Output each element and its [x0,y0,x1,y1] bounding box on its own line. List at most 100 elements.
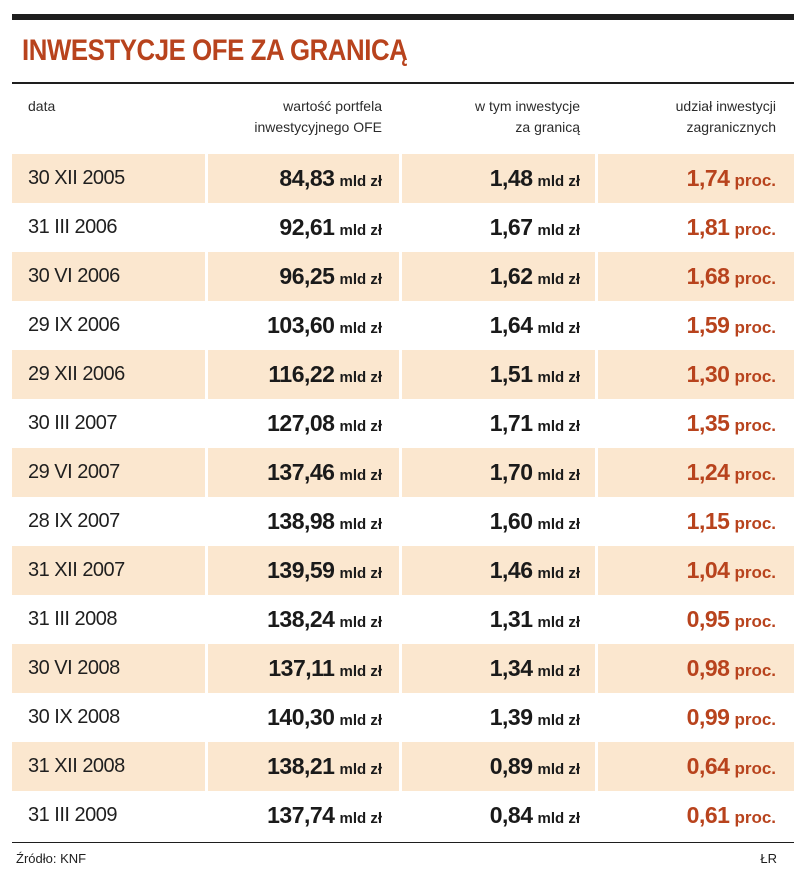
share-unit: proc. [734,612,776,631]
column-divider [595,84,598,842]
foreign-unit: mld zł [537,810,580,827]
header-portfolio: wartość portfela inwestycyjnego OFE [254,96,382,138]
portfolio-value: 139,59 [267,557,335,583]
share-value: 1,30 [686,361,730,387]
foreign-value: 0,89 [489,753,533,779]
share-cell: 0,95 proc. [687,595,776,644]
portfolio-cell: 84,83 mld zł [279,154,382,203]
foreign-value: 0,84 [489,802,533,828]
date-cell: 31 III 2009 [28,804,118,826]
table-row: 31 III 2006 92,61 mld zł 1,67 mld zł 1,81 proc… [12,203,794,252]
header-portfolio-line1: wartość portfela [283,98,382,114]
author-initials: ŁR [760,851,777,866]
portfolio-cell: 140,30 mld zł [267,693,382,742]
header-share-line1: udział inwestycji [675,98,776,114]
foreign-unit: mld zł [537,614,580,631]
share-unit: proc. [734,661,776,680]
share-unit: proc. [734,759,776,778]
share-cell: 0,99 proc. [687,693,776,742]
header-share: udział inwestycji zagranicznych [676,96,776,138]
share-cell: 1,30 proc. [687,350,776,399]
foreign-unit: mld zł [537,761,580,778]
page-title: INWESTYCJE OFE ZA GRANICĄ [22,34,408,67]
table-row: 29 VI 2007 137,46 mld zł 1,70 mld zł 1,24 proc… [12,448,794,497]
foreign-unit: mld zł [537,565,580,582]
table-header: data wartość portfela inwestycyjnego OFE… [12,84,794,154]
share-value: 0,64 [686,753,730,779]
portfolio-value: 138,98 [267,508,335,534]
foreign-value: 1,70 [489,459,533,485]
foreign-cell: 1,51 mld zł [490,350,580,399]
foreign-unit: mld zł [537,173,580,190]
date-cell: 31 III 2006 [28,216,118,238]
portfolio-unit: mld zł [339,222,382,239]
share-unit: proc. [734,514,776,533]
date-cell: 29 IX 2006 [28,314,120,336]
foreign-cell: 1,64 mld zł [490,301,580,350]
share-cell: 1,15 proc. [687,497,776,546]
foreign-unit: mld zł [537,467,580,484]
date-cell: 29 VI 2007 [28,461,120,483]
header-rule [12,82,794,84]
portfolio-value: 138,24 [267,606,335,632]
footer-rule [12,842,794,843]
portfolio-unit: mld zł [339,320,382,337]
foreign-unit: mld zł [537,369,580,386]
share-cell: 1,59 proc. [687,301,776,350]
portfolio-cell: 137,11 mld zł [268,644,382,693]
share-value: 1,04 [686,557,730,583]
portfolio-cell: 139,59 mld zł [267,546,382,595]
foreign-unit: mld zł [537,320,580,337]
date-cell: 31 III 2008 [28,608,118,630]
share-cell: 1,81 proc. [687,203,776,252]
portfolio-value: 84,83 [279,165,335,191]
foreign-value: 1,62 [489,263,533,289]
portfolio-cell: 92,61 mld zł [279,203,382,252]
top-bar [12,14,794,20]
portfolio-cell: 127,08 mld zł [267,399,382,448]
foreign-unit: mld zł [537,222,580,239]
portfolio-cell: 103,60 mld zł [267,301,382,350]
date-cell: 30 XII 2005 [28,167,125,189]
date-cell: 31 XII 2007 [28,559,125,581]
portfolio-value: 96,25 [279,263,335,289]
foreign-value: 1,67 [489,214,533,240]
date-cell: 29 XII 2006 [28,363,125,385]
date-cell: 28 IX 2007 [28,510,120,532]
portfolio-unit: mld zł [339,369,382,386]
table-row: 28 IX 2007 138,98 mld zł 1,60 mld zł 1,15 proc… [12,497,794,546]
foreign-cell: 1,46 mld zł [490,546,580,595]
table-row: 30 IX 2008 140,30 mld zł 1,39 mld zł 0,99 proc… [12,693,794,742]
share-value: 0,98 [686,655,730,681]
foreign-unit: mld zł [537,663,580,680]
table-row: 31 XII 2007 139,59 mld zł 1,46 mld zł 1,04 pro… [12,546,794,595]
data-table: data wartość portfela inwestycyjnego OFE… [12,84,794,840]
table-row: 31 III 2008 138,24 mld zł 1,31 mld zł 0,95 pro… [12,595,794,644]
portfolio-value: 140,30 [267,704,335,730]
portfolio-value: 116,22 [268,361,335,387]
share-unit: proc. [734,416,776,435]
portfolio-cell: 137,46 mld zł [267,448,382,497]
foreign-value: 1,46 [489,557,533,583]
share-value: 1,81 [686,214,730,240]
table-row: 29 XII 2006 116,22 mld zł 1,51 mld zł 1,30 pro… [12,350,794,399]
table-row: 29 IX 2006 103,60 mld zł 1,64 mld zł 1,59 proc… [12,301,794,350]
table-row: 30 VI 2006 96,25 mld zł 1,62 mld zł 1,68 proc. [12,252,794,301]
date-cell: 30 III 2007 [28,412,118,434]
share-unit: proc. [734,710,776,729]
share-cell: 1,35 proc. [687,399,776,448]
portfolio-value: 137,46 [267,459,335,485]
header-share-line2: zagranicznych [686,119,777,135]
portfolio-value: 92,61 [279,214,335,240]
source-note: Źródło: KNF [16,851,87,866]
foreign-cell: 1,71 mld zł [490,399,580,448]
share-cell: 1,74 proc. [687,154,776,203]
share-unit: proc. [734,563,776,582]
share-cell: 1,24 proc. [687,448,776,497]
portfolio-value: 138,21 [267,753,335,779]
foreign-cell: 1,70 mld zł [490,448,580,497]
portfolio-cell: 138,98 mld zł [267,497,382,546]
header-date: data [28,98,56,114]
share-value: 1,35 [686,410,730,436]
portfolio-unit: mld zł [339,614,382,631]
